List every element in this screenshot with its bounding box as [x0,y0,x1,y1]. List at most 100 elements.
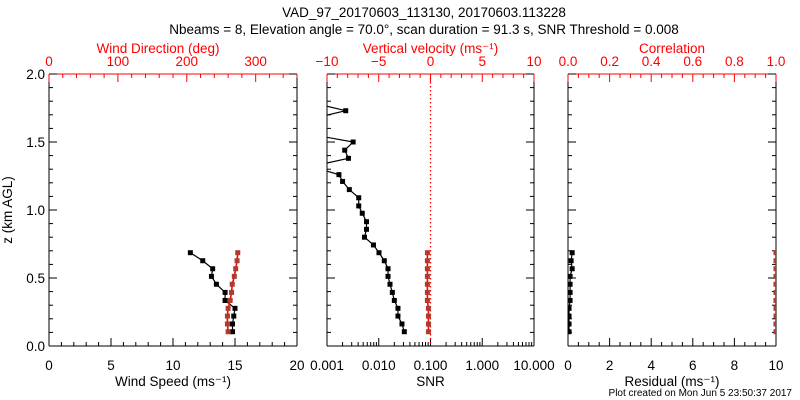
data-point-correlation [773,250,776,256]
data-point-snr [309,116,314,121]
x2-tick-label: 0.0 [559,54,578,69]
x2-tick-label: 0 [45,54,53,69]
data-point-snr [364,226,370,232]
data-point-wind-direction [234,258,240,264]
x2-tick-label: 0.4 [642,54,661,69]
y-tick-label: 2.0 [26,67,45,82]
x2-tick-label: −10 [316,54,339,69]
data-point-snr [309,164,314,169]
data-point-vertical-velocity [424,273,430,279]
data-point-snr [385,273,391,279]
x2-tick-label: 100 [107,54,130,69]
data-point-snr [309,100,314,105]
panel-residual: 0 2 4 6 8 10 Residual (ms⁻¹) 0.0 0.2 0.4 0.6 0.8 1.0… [559,41,786,389]
x2-tick-label: 0.6 [683,54,702,69]
x-tick-label: 20 [289,358,304,373]
chart-title: VAD_97_20170603_113130, 20170603.113228 [282,5,566,20]
data-point-wind-direction [224,313,230,319]
data-point-correlation [773,297,776,303]
data-point-residual [568,289,573,295]
data-point-residual [568,329,572,335]
data-point-snr [309,132,314,137]
data-point-snr [359,210,365,216]
x2-axis-label: Wind Direction (deg) [96,41,219,56]
data-point-correlation [773,329,776,335]
data-point-snr [346,187,352,193]
data-point-correlation [773,266,776,272]
data-point-snr [395,313,401,319]
data-point-residual [568,273,573,279]
data-point-residual [569,266,575,272]
data-point-wind-direction [229,289,235,295]
data-point-wind-speed [230,321,236,327]
data-point-snr [342,147,348,153]
data-point-correlation [773,281,776,287]
x-axis-label: Wind Speed (ms⁻¹) [115,374,231,389]
data-point-snr [387,281,393,287]
x-tick-label: 2 [606,358,614,373]
data-point-wind-direction [229,281,235,287]
data-point-snr [376,250,382,256]
data-point-snr [361,234,367,240]
data-point-snr [399,321,405,327]
data-point-vertical-velocity [424,281,430,287]
data-point-snr [356,195,362,201]
x2-tick-label: 10 [526,54,541,69]
data-point-wind-direction [224,321,230,327]
y-tick-label: 1.0 [26,203,45,218]
series-group [309,100,431,335]
data-point-vertical-velocity [424,289,430,295]
panel-snr: 0.001 0.010 0.100 1.000 10.000 SNR −10 −5 0 5 10 Ve… [309,41,555,389]
data-point-snr [401,329,407,335]
x-tick-label: 5 [107,358,115,373]
data-point-wind-direction [227,297,233,303]
x-tick-label: 0 [564,358,572,373]
data-point-correlation [773,273,776,279]
x-tick-label: 15 [227,358,242,373]
x-tick-label: 0.100 [414,358,448,373]
data-point-correlation [773,321,776,327]
x-tick-label: 8 [731,358,739,373]
data-point-wind-speed [187,250,193,256]
data-point-wind-direction [231,273,237,279]
data-point-wind-speed [208,273,214,279]
x-tick-label: 0.010 [362,358,396,373]
data-point-snr [385,266,391,272]
data-point-residual [568,258,574,264]
data-point-wind-direction [225,305,231,311]
data-point-correlation [773,313,776,319]
data-point-vertical-velocity [424,297,430,303]
x-tick-label: 6 [689,358,697,373]
x2-tick-label: 1.0 [767,54,786,69]
data-point-residual [568,313,572,319]
data-point-snr [350,139,356,145]
data-point-snr [389,289,395,295]
data-point-snr [370,242,376,248]
data-point-snr [356,203,362,209]
series-line-snr [327,105,405,332]
x-tick-label: 0.001 [310,358,344,373]
data-point-vertical-velocity [424,258,430,264]
x-tick-label: 1.000 [465,358,499,373]
y-tick-label: 1.5 [26,135,45,150]
panel-wind: 0.0 0.5 1.0 1.5 2.0 z (km AGL) 0 5 10 15 20 Wind Sp… [0,41,305,389]
series-group [187,250,241,335]
x-axis-label: SNR [416,374,445,389]
series-group [568,250,776,335]
data-point-wind-speed [210,266,216,272]
data-point-snr [391,297,397,303]
data-point-wind-speed [213,281,219,287]
data-point-vertical-velocity [424,250,430,256]
y-tick-label: 0.0 [26,339,45,354]
data-point-residual [568,321,572,327]
x2-tick-label: 0.2 [600,54,619,69]
x2-tick-label: 300 [244,54,267,69]
data-point-wind-direction [233,266,239,272]
data-point-snr [395,305,401,311]
data-point-wind-speed [222,289,228,295]
data-point-wind-speed [232,305,238,311]
x2-tick-label: −5 [371,54,386,69]
data-point-vertical-velocity [425,313,431,319]
data-point-correlation [773,289,776,295]
